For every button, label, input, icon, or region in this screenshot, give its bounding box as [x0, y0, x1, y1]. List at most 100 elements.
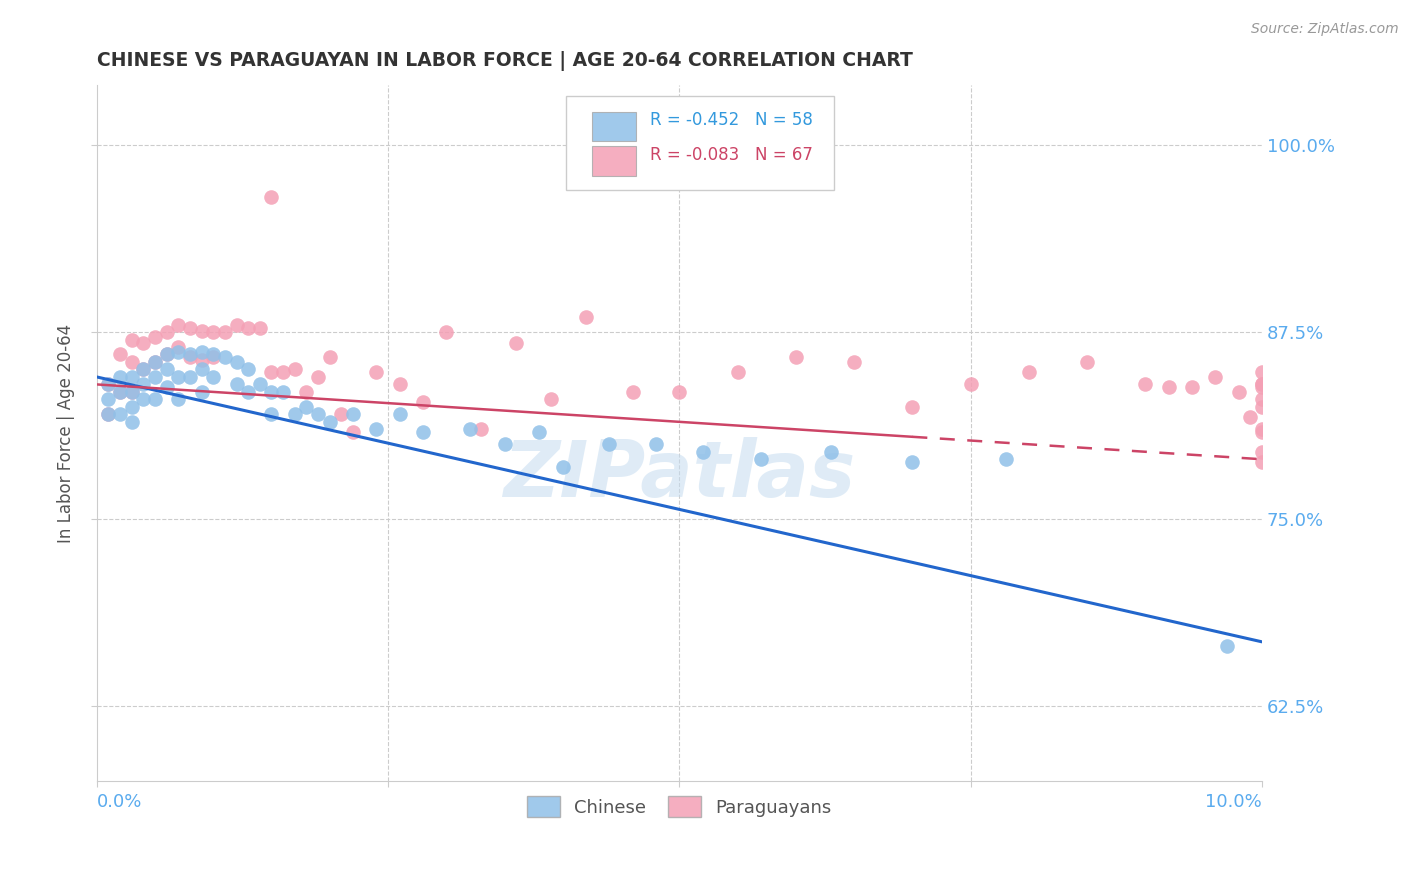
Point [121, 415, 143, 429]
Point [249, 320, 271, 334]
Point [225, 318, 247, 332]
Point [132, 362, 155, 376]
Point [1251, 377, 1274, 392]
Point [366, 422, 388, 436]
Point [97, 377, 120, 392]
Point [458, 422, 481, 436]
Point [108, 408, 131, 422]
Point [143, 329, 166, 343]
FancyBboxPatch shape [592, 146, 636, 176]
Point [167, 344, 190, 359]
Point [1239, 410, 1261, 425]
Point [388, 377, 411, 392]
Point [307, 408, 329, 422]
Point [167, 370, 190, 384]
Point [1251, 366, 1274, 380]
Text: 10.0%: 10.0% [1205, 793, 1263, 811]
Point [167, 318, 190, 332]
Point [388, 408, 411, 422]
Point [1227, 384, 1250, 399]
Point [179, 347, 201, 361]
Point [1251, 444, 1274, 458]
Point [1135, 377, 1157, 392]
Point [551, 459, 574, 474]
Point [901, 400, 924, 414]
Point [190, 324, 212, 338]
Point [108, 384, 131, 399]
Point [121, 370, 143, 384]
Point [1181, 380, 1204, 394]
Point [1204, 370, 1226, 384]
Point [366, 366, 388, 380]
Y-axis label: In Labor Force | Age 20-64: In Labor Force | Age 20-64 [58, 324, 75, 542]
Point [1251, 455, 1274, 469]
Point [121, 355, 143, 369]
Point [959, 377, 981, 392]
Point [271, 366, 294, 380]
Point [260, 366, 283, 380]
Point [494, 437, 516, 451]
Text: R = -0.452   N = 58: R = -0.452 N = 58 [650, 111, 813, 128]
Point [143, 392, 166, 407]
Point [97, 408, 120, 422]
Point [97, 408, 120, 422]
Point [179, 351, 201, 365]
Point [621, 384, 644, 399]
Point [167, 392, 190, 407]
Point [202, 325, 225, 339]
Point [143, 355, 166, 369]
Point [108, 370, 131, 384]
Point [412, 425, 434, 440]
Point [1251, 425, 1274, 440]
Point [842, 355, 865, 369]
Point [190, 362, 212, 376]
Text: 0.0%: 0.0% [97, 793, 142, 811]
Point [108, 347, 131, 361]
Point [645, 437, 668, 451]
Text: R = -0.083   N = 67: R = -0.083 N = 67 [650, 145, 813, 163]
Point [143, 370, 166, 384]
Point [156, 325, 179, 339]
Point [412, 395, 434, 409]
Point [190, 353, 212, 368]
Point [820, 444, 842, 458]
Point [1157, 380, 1180, 394]
Point [179, 370, 201, 384]
Point [330, 408, 353, 422]
Point [1076, 355, 1098, 369]
Point [132, 335, 155, 350]
Point [108, 384, 131, 399]
Point [749, 452, 772, 467]
Point [540, 392, 562, 407]
Point [179, 320, 201, 334]
Point [1251, 400, 1274, 414]
Point [167, 340, 190, 354]
Point [284, 408, 307, 422]
Point [271, 384, 294, 399]
Point [295, 384, 318, 399]
Point [238, 384, 260, 399]
Point [260, 408, 283, 422]
Point [434, 325, 457, 339]
Text: Source: ZipAtlas.com: Source: ZipAtlas.com [1251, 22, 1399, 37]
Point [1251, 392, 1274, 407]
Point [727, 366, 749, 380]
Point [1018, 366, 1040, 380]
Point [529, 425, 551, 440]
Point [505, 335, 527, 350]
Point [156, 347, 179, 361]
Point [284, 362, 307, 376]
Point [121, 333, 143, 347]
Text: CHINESE VS PARAGUAYAN IN LABOR FORCE | AGE 20-64 CORRELATION CHART: CHINESE VS PARAGUAYAN IN LABOR FORCE | A… [97, 51, 912, 70]
Point [342, 408, 364, 422]
Point [190, 344, 212, 359]
Point [190, 384, 212, 399]
FancyBboxPatch shape [567, 95, 834, 189]
Point [202, 370, 225, 384]
Point [598, 437, 620, 451]
Point [319, 415, 342, 429]
Point [692, 444, 714, 458]
Point [121, 400, 143, 414]
Point [214, 351, 236, 365]
Point [1251, 380, 1274, 394]
